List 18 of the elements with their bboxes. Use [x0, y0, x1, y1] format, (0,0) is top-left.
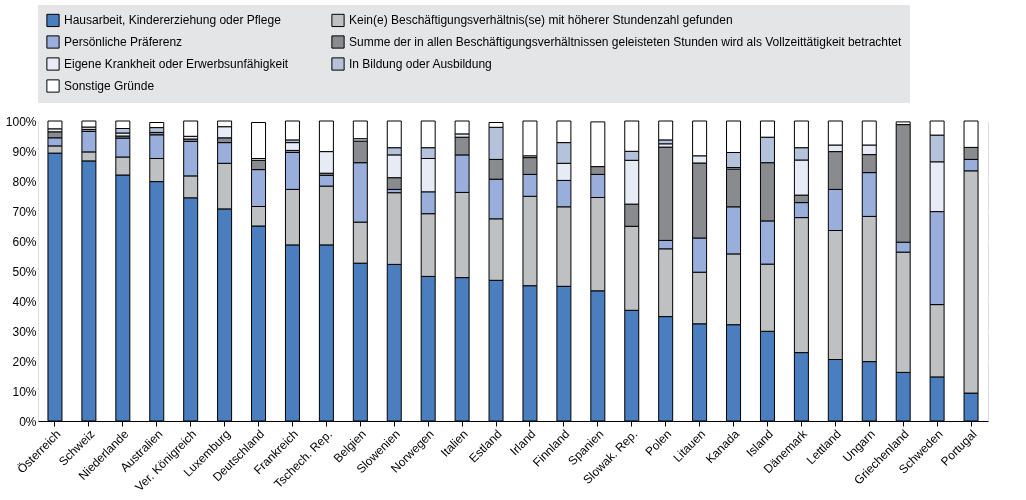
y-tick-label: 80% [12, 174, 37, 189]
y-tick-label: 0% [19, 414, 37, 429]
y-tick-label: 70% [12, 204, 37, 219]
legend-label: Sonstige Gründe [64, 79, 155, 93]
legend-label: Summe der in allen Beschäftigungsverhältnissen geleisteten Stunden wird als Vollzeittätigkeit betrachtet [349, 35, 902, 49]
y-tick-label: 60% [12, 234, 37, 249]
y-tick-label: 90% [12, 144, 37, 159]
legend-label: Persönliche Präferenz [64, 35, 183, 49]
legend-label: Hausarbeit, Kindererziehung oder Pflege [64, 13, 282, 28]
y-tick-label: 20% [12, 354, 37, 369]
y-tick-label: 10% [12, 384, 37, 399]
y-tick-label: 50% [12, 264, 37, 279]
legend-label: Eigene Krankheit oder Erwerbsunfähigkeit [64, 57, 289, 71]
legend-label: In Bildung oder Ausbildung [349, 57, 492, 71]
y-tick-label: 40% [12, 294, 37, 309]
legend-label: Kein(e) Beschäftigungsverhältnis(se) mit höherer Stundenzahl gefunden [349, 13, 733, 28]
y-tick-label: 100% [5, 114, 37, 129]
y-tick-label: 30% [12, 324, 37, 339]
